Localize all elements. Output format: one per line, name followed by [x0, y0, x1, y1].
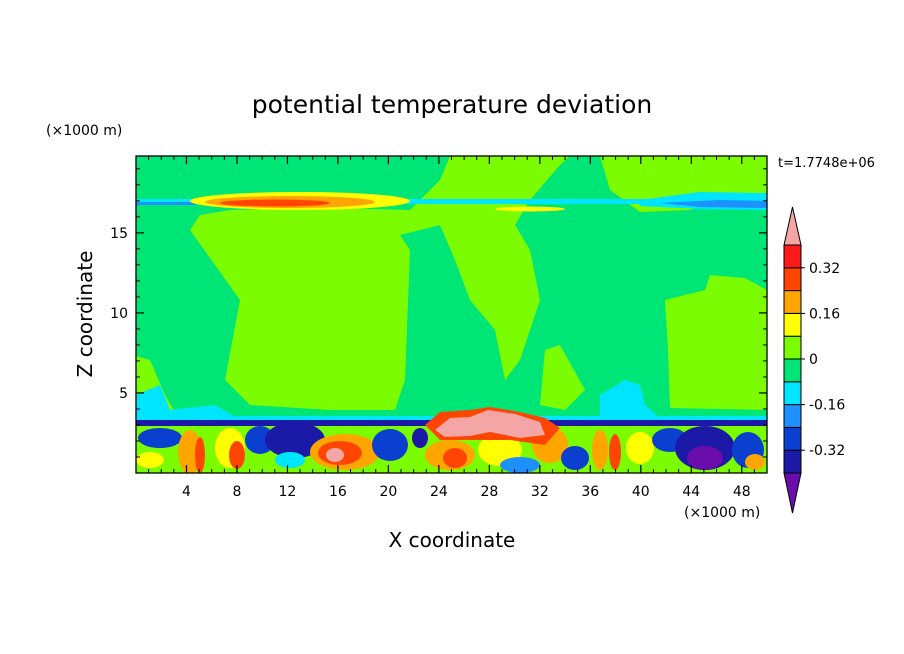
- field-region: [326, 448, 344, 462]
- field-region: [660, 200, 767, 208]
- y-tick-label: 15: [110, 226, 128, 242]
- field-region: [592, 430, 608, 470]
- colorbar-lower-extension: [783, 472, 802, 514]
- colorbar-box: [783, 358, 802, 383]
- colorbar-box: [783, 404, 802, 428]
- colorbar-tick-label: 0.16: [809, 306, 840, 322]
- field-region: [136, 202, 196, 205]
- field-region: [265, 422, 325, 458]
- x-axis-label: X coordinate: [389, 528, 516, 552]
- x-axis: 4 8 12 16 20 24 28 32 36 40 44 48: [148, 156, 755, 500]
- x-tick-label: 20: [379, 484, 397, 500]
- colorbar-box: [783, 312, 802, 337]
- y-axis-unit: (×1000 m): [46, 123, 122, 139]
- colorbar-tick-label: 0.32: [809, 261, 840, 277]
- x-tick-label: 44: [682, 484, 700, 500]
- colorbar-upper-extension: [783, 206, 802, 246]
- y-axis-label: Z coordinate: [73, 251, 97, 378]
- field-region: [220, 199, 330, 207]
- y-tick-label: 10: [110, 306, 128, 322]
- field-region: [600, 156, 767, 212]
- colorbar-box: [783, 244, 802, 269]
- x-tick-label: 40: [632, 484, 650, 500]
- x-tick-label: 36: [581, 484, 599, 500]
- field-region: [687, 446, 723, 470]
- field-region: [186, 156, 570, 410]
- colorbar: 0.32 0.16 0 -0.16 -0.32: [783, 206, 845, 514]
- field-region: [609, 434, 621, 470]
- field-region: [136, 385, 240, 420]
- colorbar-tick-label: -0.32: [809, 443, 845, 459]
- y-axis: 5 10 15: [110, 168, 767, 458]
- field-region: [229, 441, 245, 469]
- field-region: [540, 345, 585, 410]
- field-region: [275, 452, 305, 468]
- field-region: [136, 452, 164, 468]
- field-region: [500, 457, 540, 473]
- field-region: [600, 380, 660, 420]
- x-tick-label: 16: [329, 484, 347, 500]
- x-tick-label: 4: [182, 484, 191, 500]
- colorbar-box: [783, 267, 802, 292]
- colorbar-box: [783, 290, 802, 314]
- field-region: [412, 428, 428, 448]
- field-region: [561, 446, 589, 470]
- field-region: [195, 437, 205, 473]
- field-region: [372, 429, 408, 461]
- x-tick-label: 8: [232, 484, 241, 500]
- x-tick-label: 48: [733, 484, 751, 500]
- x-tick-label: 32: [531, 484, 549, 500]
- chart-title: potential temperature deviation: [252, 90, 652, 119]
- field-region: [136, 199, 767, 204]
- x-tick-label: 24: [430, 484, 448, 500]
- x-axis-unit: (×1000 m): [684, 505, 760, 521]
- field-region: [745, 454, 765, 470]
- field-region: [626, 432, 654, 464]
- time-label: t=1.7748e+06: [778, 156, 875, 171]
- field-region: [443, 448, 467, 468]
- field-region: [665, 275, 767, 410]
- x-tick-label: 12: [279, 484, 297, 500]
- colorbar-box: [783, 449, 802, 474]
- heatmap-field: [136, 156, 767, 473]
- colorbar-tick-label: -0.16: [809, 398, 845, 414]
- field-region: [495, 206, 565, 212]
- y-tick-label: 5: [119, 386, 128, 402]
- field-region: [435, 410, 545, 438]
- colorbar-tick-label: 0: [809, 352, 818, 368]
- colorbar-box: [783, 335, 802, 360]
- field-region: [138, 428, 182, 448]
- colorbar-box: [783, 426, 802, 451]
- x-tick-label: 28: [480, 484, 498, 500]
- colorbar-box: [783, 381, 802, 406]
